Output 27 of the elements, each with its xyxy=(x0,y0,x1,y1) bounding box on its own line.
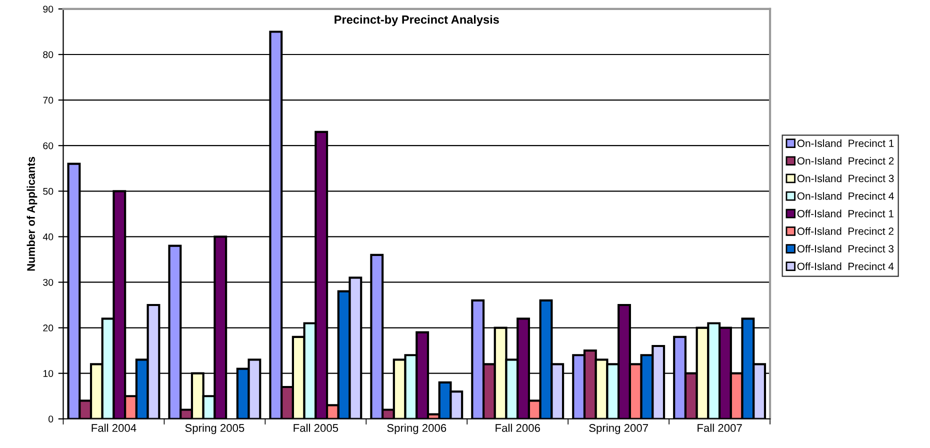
legend-label: Off-Island Precinct 4 xyxy=(797,262,894,270)
x-tick-label: Spring 2005 xyxy=(185,424,244,434)
y-tick-label: 10 xyxy=(43,370,54,377)
x-tick-label: Fall 2006 xyxy=(496,424,540,432)
x-tick-label: Spring 2006 xyxy=(387,424,446,434)
x-tick-label: Fall 2004 xyxy=(92,424,136,432)
chart-title: Precinct-by Precinct Analysis xyxy=(334,15,499,26)
y-tick-label: 50 xyxy=(43,188,54,195)
y-tick-label: 20 xyxy=(43,324,54,332)
legend-label: On-Island Precinct 4 xyxy=(797,192,894,200)
x-tick-label: Fall 2005 xyxy=(294,424,338,432)
y-tick-label: 40 xyxy=(42,233,54,240)
legend-label: Off-Island Precinct 3 xyxy=(797,244,894,252)
y-tick-label: 30 xyxy=(43,278,54,286)
y-tick-label: 70 xyxy=(43,96,54,104)
legend-label: Off-Island Precinct 1 xyxy=(797,210,894,218)
y-tick-label: 0 xyxy=(48,416,54,422)
legend-label: On-Island Precinct 3 xyxy=(797,174,894,182)
x-tick-label: Fall 2007 xyxy=(698,424,742,432)
legend-label: Off-Island Precinct 2 xyxy=(797,227,894,235)
legend-label: On-Island Precinct 1 xyxy=(797,139,894,148)
y-tick-label: 90 xyxy=(43,6,54,13)
y-tick-label: 60 xyxy=(43,142,54,150)
x-tick-label: Spring 2007 xyxy=(589,424,648,434)
y-axis-title: Number of Applicants xyxy=(26,156,38,271)
y-tick-label: 80 xyxy=(43,51,54,58)
legend-label: On-Island Precinct 2 xyxy=(797,156,894,165)
